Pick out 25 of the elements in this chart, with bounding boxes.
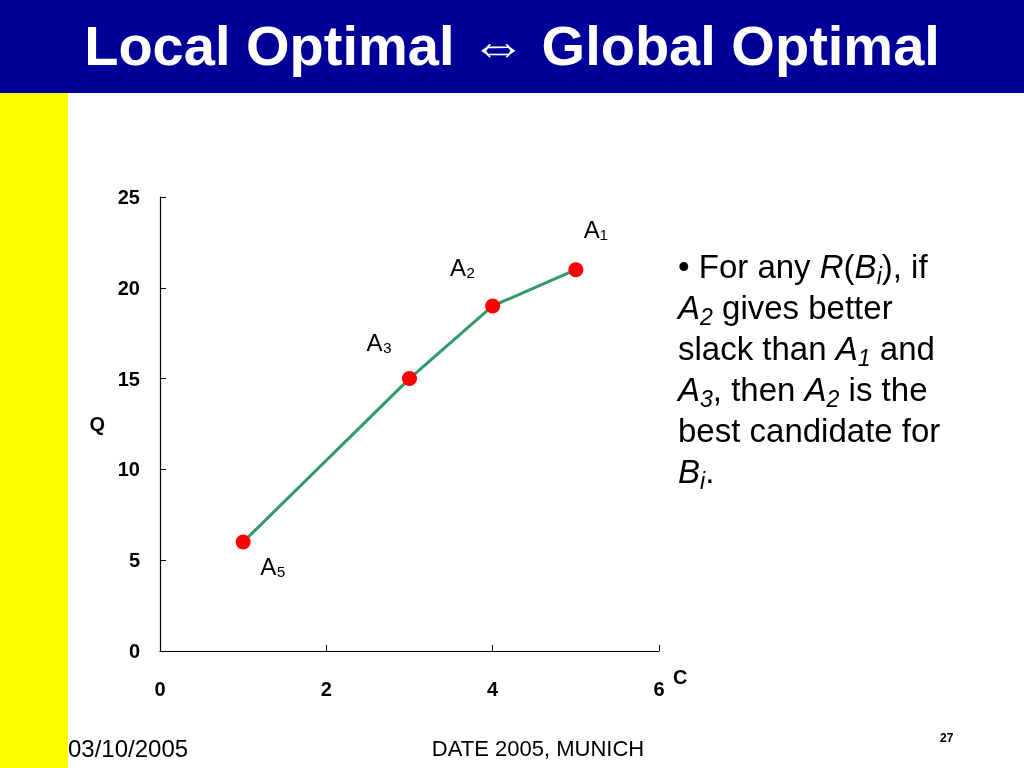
text: 27	[940, 731, 954, 745]
y-axis-title: Q	[89, 413, 105, 435]
y-tick-label: 0	[128, 640, 140, 662]
x-tick-label: 0	[154, 678, 166, 700]
point	[402, 371, 417, 387]
point	[485, 298, 501, 314]
x-tick-label: 6	[653, 678, 665, 700]
y-tick-label: 10	[117, 458, 140, 481]
point	[235, 534, 251, 550]
y-tick-label: 25	[117, 186, 140, 208]
y-tick-label: 15	[117, 367, 140, 390]
annotation: A₂	[450, 254, 476, 282]
annotation: A₃	[366, 329, 393, 357]
text: • For any R(B$_{i}$), if A$_{2}$ gives better slack than A$_{1}$ and A$_{3}$, then A$_{2}$ is the best candidate for B$_{i}$.	[678, 248, 941, 494]
text: DATE 2005, MUNICH	[431, 736, 645, 762]
y-tick-label: 5	[128, 549, 140, 572]
x-tick-label: 4	[487, 678, 500, 700]
chart-title: Local Optimal ⇔ Global Optimal	[84, 13, 940, 77]
point	[568, 262, 584, 278]
text: 03/10/2005	[68, 735, 189, 763]
x-tick-label: 2	[320, 678, 332, 700]
x-axis-title: C	[673, 666, 688, 688]
y-tick-label: 20	[117, 276, 140, 299]
annotation: A₁	[583, 216, 608, 244]
annotation: A₅	[260, 552, 287, 580]
